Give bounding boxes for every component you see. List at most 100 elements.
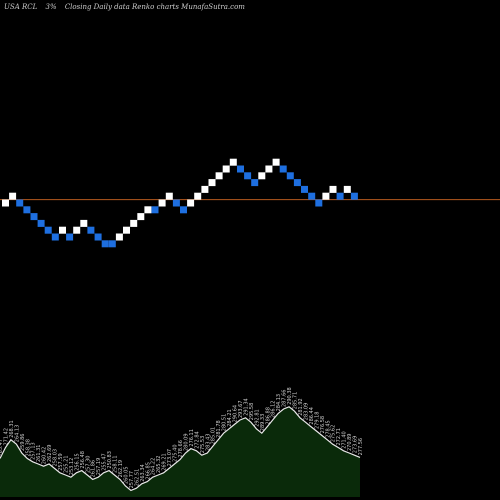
volume-line <box>0 406 361 492</box>
price-label: 290.64 <box>233 405 239 423</box>
price-label: 260.05 <box>124 467 130 485</box>
up-brick <box>123 226 130 234</box>
down-brick <box>279 165 287 173</box>
price-label: 272.71 <box>336 428 342 446</box>
down-brick <box>51 233 59 241</box>
price-label: 277.56 <box>358 438 364 456</box>
price-label: 292.81 <box>254 409 260 427</box>
price-label: 268.31 <box>9 420 15 438</box>
price-label: 258.03 <box>53 449 59 467</box>
up-brick <box>158 199 166 207</box>
price-label: 271.42 <box>4 428 10 446</box>
up-brick <box>187 199 195 207</box>
down-brick <box>44 226 52 234</box>
price-label: 291.34 <box>244 398 250 416</box>
price-label: 256.15 <box>74 453 80 471</box>
price-label: 284.13 <box>276 394 282 412</box>
up-brick <box>343 185 351 193</box>
up-brick <box>222 165 230 173</box>
price-label: 258.38 <box>25 439 31 457</box>
price-label: 261.86 <box>91 460 97 478</box>
price-label: 276.58 <box>320 416 326 434</box>
price-label: 262.19 <box>118 460 124 478</box>
down-brick <box>16 199 24 207</box>
price-label: 279.18 <box>314 412 320 430</box>
down-brick <box>336 192 344 200</box>
price-label: 273.07 <box>167 449 173 467</box>
price-label: 260.42 <box>42 447 48 465</box>
price-label: 284.21 <box>227 409 233 427</box>
down-brick <box>108 240 116 248</box>
price-label: 262.51 <box>134 469 140 487</box>
down-brick <box>301 185 308 193</box>
price-label: 295.58 <box>249 403 255 421</box>
up-brick <box>165 192 173 200</box>
price-label: 278.66 <box>178 440 184 458</box>
price-label: 262.69 <box>47 445 53 463</box>
price-label: 271.40 <box>342 431 348 449</box>
price-label: 289.33 <box>260 414 266 432</box>
price-label: 273.69 <box>353 436 359 454</box>
down-brick <box>315 199 323 207</box>
up-brick <box>201 185 209 193</box>
price-label: 280.09 <box>184 434 190 452</box>
price-label: 264.22 <box>151 458 157 476</box>
price-label: 275.62 <box>331 425 337 443</box>
down-brick <box>293 179 301 187</box>
price-label: 253.12 <box>69 458 75 476</box>
price-label: 266.85 <box>145 462 151 480</box>
up-brick <box>137 213 145 221</box>
price-label: 275.40 <box>173 445 179 463</box>
price-label: 257.30 <box>85 456 91 474</box>
down-brick <box>23 206 31 214</box>
up-brick <box>73 226 81 234</box>
price-label: 261.31 <box>36 445 42 463</box>
price-label: 269.21 <box>162 453 168 471</box>
up-brick <box>115 233 123 241</box>
price-label: 283.09 <box>304 403 310 421</box>
up-brick <box>265 165 273 173</box>
price-label: 255.47 <box>102 453 108 471</box>
price-label: 257.59 <box>58 453 64 471</box>
down-brick <box>66 233 74 241</box>
up-brick <box>80 219 88 227</box>
symbol-label: USA RCL <box>4 3 38 11</box>
price-label: 283.43 <box>205 434 211 452</box>
change-label: 3% <box>45 3 57 11</box>
price-label: 275.53 <box>200 436 206 454</box>
price-label: 286.88 <box>265 407 271 425</box>
price-label: 256.48 <box>80 451 86 469</box>
price-label: 258.11 <box>113 456 119 474</box>
down-brick <box>172 199 180 207</box>
price-label: 278.45 <box>325 420 331 438</box>
price-label: 281.78 <box>216 420 222 438</box>
up-brick <box>272 158 280 166</box>
price-label: 287.66 <box>282 390 288 408</box>
down-brick <box>237 165 244 173</box>
price-label: 257.77 <box>129 471 135 489</box>
price-label: 272.84 <box>194 431 200 449</box>
down-brick <box>180 206 187 214</box>
down-brick <box>308 192 316 200</box>
price-label: 265.32 <box>156 456 162 474</box>
up-brick <box>130 219 138 227</box>
price-label: 270.89 <box>347 434 353 452</box>
price-label: 255.21 <box>64 456 70 474</box>
price-label: 286.44 <box>309 407 315 425</box>
price-label: 257.13 <box>31 442 37 460</box>
up-brick <box>2 199 9 207</box>
down-brick <box>101 240 109 248</box>
volume-area <box>0 406 360 497</box>
price-label: 250.83 <box>107 451 113 469</box>
down-brick <box>87 226 95 234</box>
up-brick <box>322 192 330 200</box>
price-label: 280.51 <box>222 414 228 432</box>
price-label: 285.71 <box>293 392 299 410</box>
price-label: 276.11 <box>189 429 195 447</box>
price-label: 264.13 <box>14 425 20 443</box>
down-brick <box>94 233 102 241</box>
up-brick <box>215 172 223 180</box>
caption-label: Closing Daily data Renko charts MunafaSu… <box>64 3 245 11</box>
chart-header: USA RCL 3% Closing Daily data Renko char… <box>4 3 251 11</box>
down-brick <box>30 213 38 221</box>
